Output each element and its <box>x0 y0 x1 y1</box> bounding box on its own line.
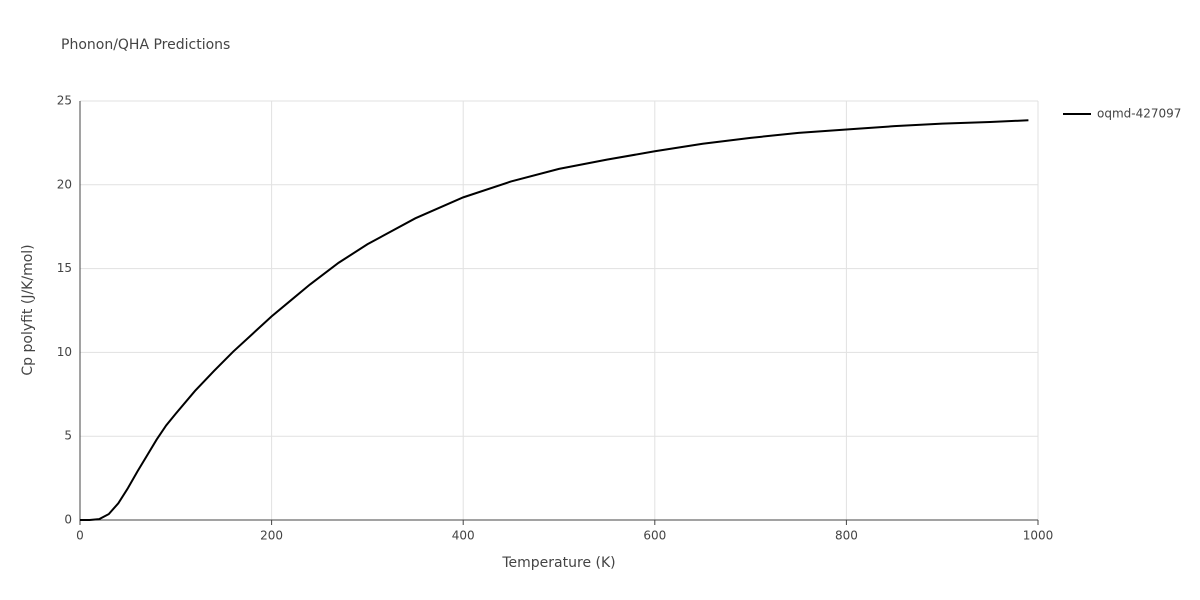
y-tick-label: 5 <box>64 429 72 443</box>
x-tick-label: 200 <box>260 529 283 543</box>
x-axis-title: Temperature (K) <box>501 555 615 571</box>
x-tick-label: 0 <box>76 529 84 543</box>
x-tick-label: 800 <box>835 529 858 543</box>
x-tick-label: 400 <box>452 529 475 543</box>
x-tick-label: 600 <box>643 529 666 543</box>
y-axis-title: Cp polyfit (J/K/mol) <box>20 244 36 375</box>
y-tick-label: 25 <box>57 94 72 108</box>
y-tick-label: 15 <box>57 261 72 275</box>
y-tick-label: 0 <box>64 513 72 527</box>
y-tick-label: 10 <box>57 345 72 359</box>
legend-label: oqmd-427097 <box>1097 107 1181 121</box>
data-line <box>80 119 1029 521</box>
y-tick-label: 20 <box>57 177 72 191</box>
chart-title: Phonon/QHA Predictions <box>61 37 230 53</box>
x-tick-label: 1000 <box>1023 529 1054 543</box>
